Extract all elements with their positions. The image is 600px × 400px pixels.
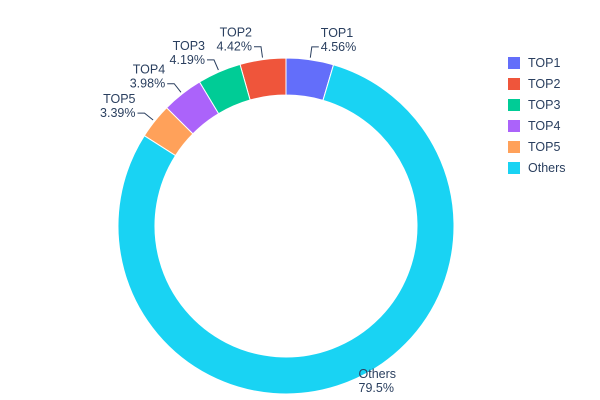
slice-label-value-top2: 4.42% [217, 40, 252, 54]
slice-label-value-others: 79.5% [359, 381, 394, 395]
legend-swatch-icon [508, 99, 520, 111]
legend-item-top5[interactable]: TOP5 [508, 141, 566, 153]
slice-label-value-top5: 3.39% [100, 106, 135, 120]
legend-label: TOP3 [528, 98, 561, 112]
slice-label-name-top5: TOP5 [103, 92, 135, 106]
pie-slice-top3[interactable] [198, 63, 251, 115]
legend: TOP1 TOP2 TOP3 TOP4 TOP5 Others [508, 57, 566, 174]
pie-slice-top2[interactable] [239, 57, 287, 101]
legend-item-top2[interactable]: TOP2 [508, 78, 566, 90]
legend-swatch-icon [508, 141, 520, 153]
legend-label: TOP4 [528, 119, 561, 133]
pie-slice-top4[interactable] [165, 81, 220, 135]
legend-label: TOP2 [528, 77, 561, 91]
legend-swatch-icon [508, 120, 520, 132]
slice-label-name-top1: TOP1 [321, 26, 353, 40]
pie-slice-others[interactable] [117, 64, 455, 395]
label-leader-line [207, 59, 219, 71]
slice-label-name-top4: TOP4 [133, 63, 165, 77]
legend-swatch-icon [508, 78, 520, 90]
legend-item-top4[interactable]: TOP4 [508, 120, 566, 132]
legend-label: TOP5 [528, 140, 561, 154]
legend-item-top1[interactable]: TOP1 [508, 57, 566, 69]
slice-label-value-top1: 4.56% [321, 40, 356, 54]
legend-label: TOP1 [528, 56, 561, 70]
slice-label-value-top4: 3.98% [130, 77, 165, 91]
legend-swatch-icon [508, 57, 520, 69]
label-leader-line [309, 46, 319, 58]
legend-swatch-icon [508, 162, 520, 174]
slice-label-name-top2: TOP2 [220, 26, 252, 40]
legend-label: Others [528, 161, 566, 175]
label-leader-line [254, 46, 263, 58]
slice-label-name-others: Others [359, 367, 397, 381]
slice-label-name-top3: TOP3 [173, 39, 205, 53]
legend-item-top3[interactable]: TOP3 [508, 99, 566, 111]
slice-label-value-top3: 4.19% [170, 53, 205, 67]
label-leader-line [137, 112, 154, 121]
label-leader-line [167, 83, 182, 93]
legend-item-others[interactable]: Others [508, 162, 566, 174]
pie-slice-top5[interactable] [143, 107, 194, 157]
